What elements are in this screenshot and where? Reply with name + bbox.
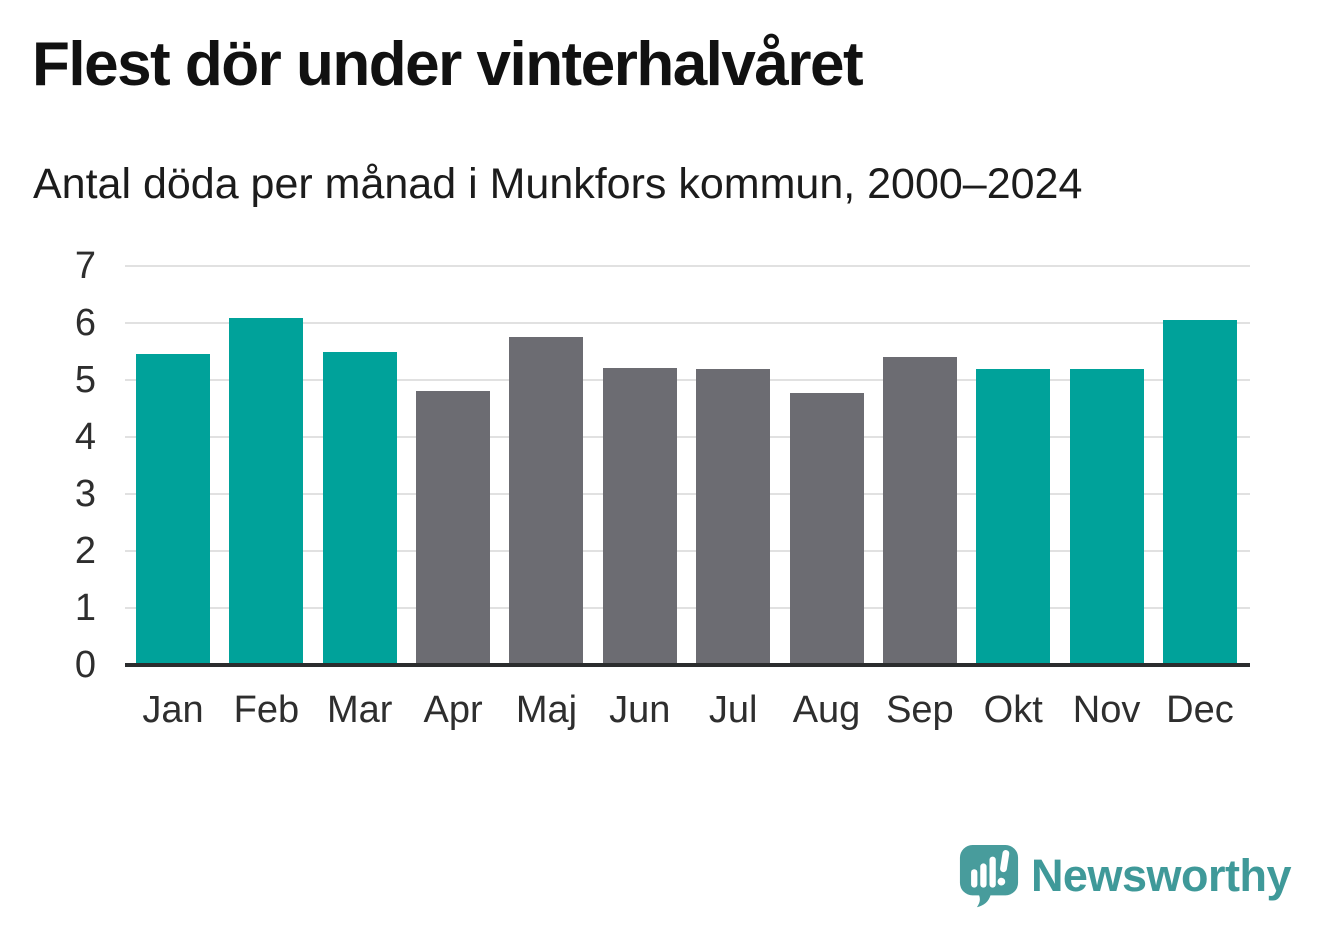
x-axis-tick-label-okt: Okt — [983, 689, 1043, 731]
bar-apr — [416, 391, 491, 665]
x-axis-line — [125, 663, 1250, 667]
bars-row — [125, 266, 1250, 665]
newsworthy-logo-icon — [959, 845, 1018, 908]
y-axis-tick-label-6: 6 — [74, 302, 96, 344]
x-axis-tick-label-jan: Jan — [142, 689, 204, 731]
chart-subtitle: Antal döda per månad i Munkfors kommun, … — [33, 160, 1083, 208]
gridline-y6 — [125, 322, 1250, 324]
y-axis-tick-label-0: 0 — [74, 644, 96, 686]
x-axis-tick-label-maj: Maj — [515, 689, 578, 731]
x-axis-tick-label-apr: Apr — [423, 689, 483, 731]
x-axis-tick-label-feb: Feb — [233, 689, 300, 731]
bar-nov — [1069, 369, 1144, 665]
bar-dec — [1162, 320, 1237, 665]
x-axis-tick-labels: Jan Feb Mar Apr Maj Jun Jul Aug Sep Okt Nov Dec — [125, 686, 1250, 734]
x-axis-tick-label-nov: Nov — [1072, 689, 1141, 731]
x-axis-tick-label-jun: Jun — [609, 689, 671, 731]
y-axis-tick-label-4: 4 — [74, 416, 96, 458]
x-axis-tick-label-sep: Sep — [886, 689, 954, 731]
gridline-y3 — [125, 493, 1250, 495]
bar-mar — [322, 352, 397, 665]
gridline-y1 — [125, 607, 1250, 609]
logo-bar-medium — [980, 863, 987, 888]
bar-maj — [509, 337, 584, 665]
newsworthy-logo: Newsworthy — [958, 843, 1292, 909]
bar-jan — [136, 354, 210, 665]
chart-title: Flest dör under vinterhalvåret — [32, 30, 864, 99]
plot-area — [125, 265, 1250, 665]
bar-jun — [602, 368, 677, 665]
logo-bar-tall — [989, 856, 996, 888]
newsworthy-logo-text: Newsworthy — [1030, 850, 1292, 901]
bar-jul — [696, 369, 771, 665]
bar-feb — [229, 318, 304, 665]
bar-aug — [789, 393, 864, 665]
bar-okt — [976, 369, 1051, 665]
bar-sep — [882, 357, 957, 665]
x-axis-tick-label-dec: Dec — [1166, 689, 1234, 731]
x-axis-tick-label-jul: Jul — [708, 689, 758, 731]
y-axis-tick-label-1: 1 — [74, 587, 96, 629]
x-axis-tick-label-aug: Aug — [792, 689, 861, 731]
x-axis-tick-label-mar: Mar — [326, 689, 393, 731]
y-axis-tick-label-5: 5 — [74, 359, 96, 401]
y-axis-tick-labels: 0 1 2 3 4 5 6 7 — [0, 245, 96, 686]
gridline-y4 — [125, 436, 1250, 438]
gridline-y7 — [125, 265, 1250, 267]
y-axis-tick-label-2: 2 — [74, 530, 96, 572]
gridline-y5 — [125, 379, 1250, 381]
y-axis-tick-label-3: 3 — [74, 473, 96, 515]
logo-bar-short — [971, 869, 978, 888]
gridline-y2 — [125, 550, 1250, 552]
y-axis-tick-label-7: 7 — [74, 245, 96, 287]
logo-exclamation-mark — [997, 850, 1010, 886]
